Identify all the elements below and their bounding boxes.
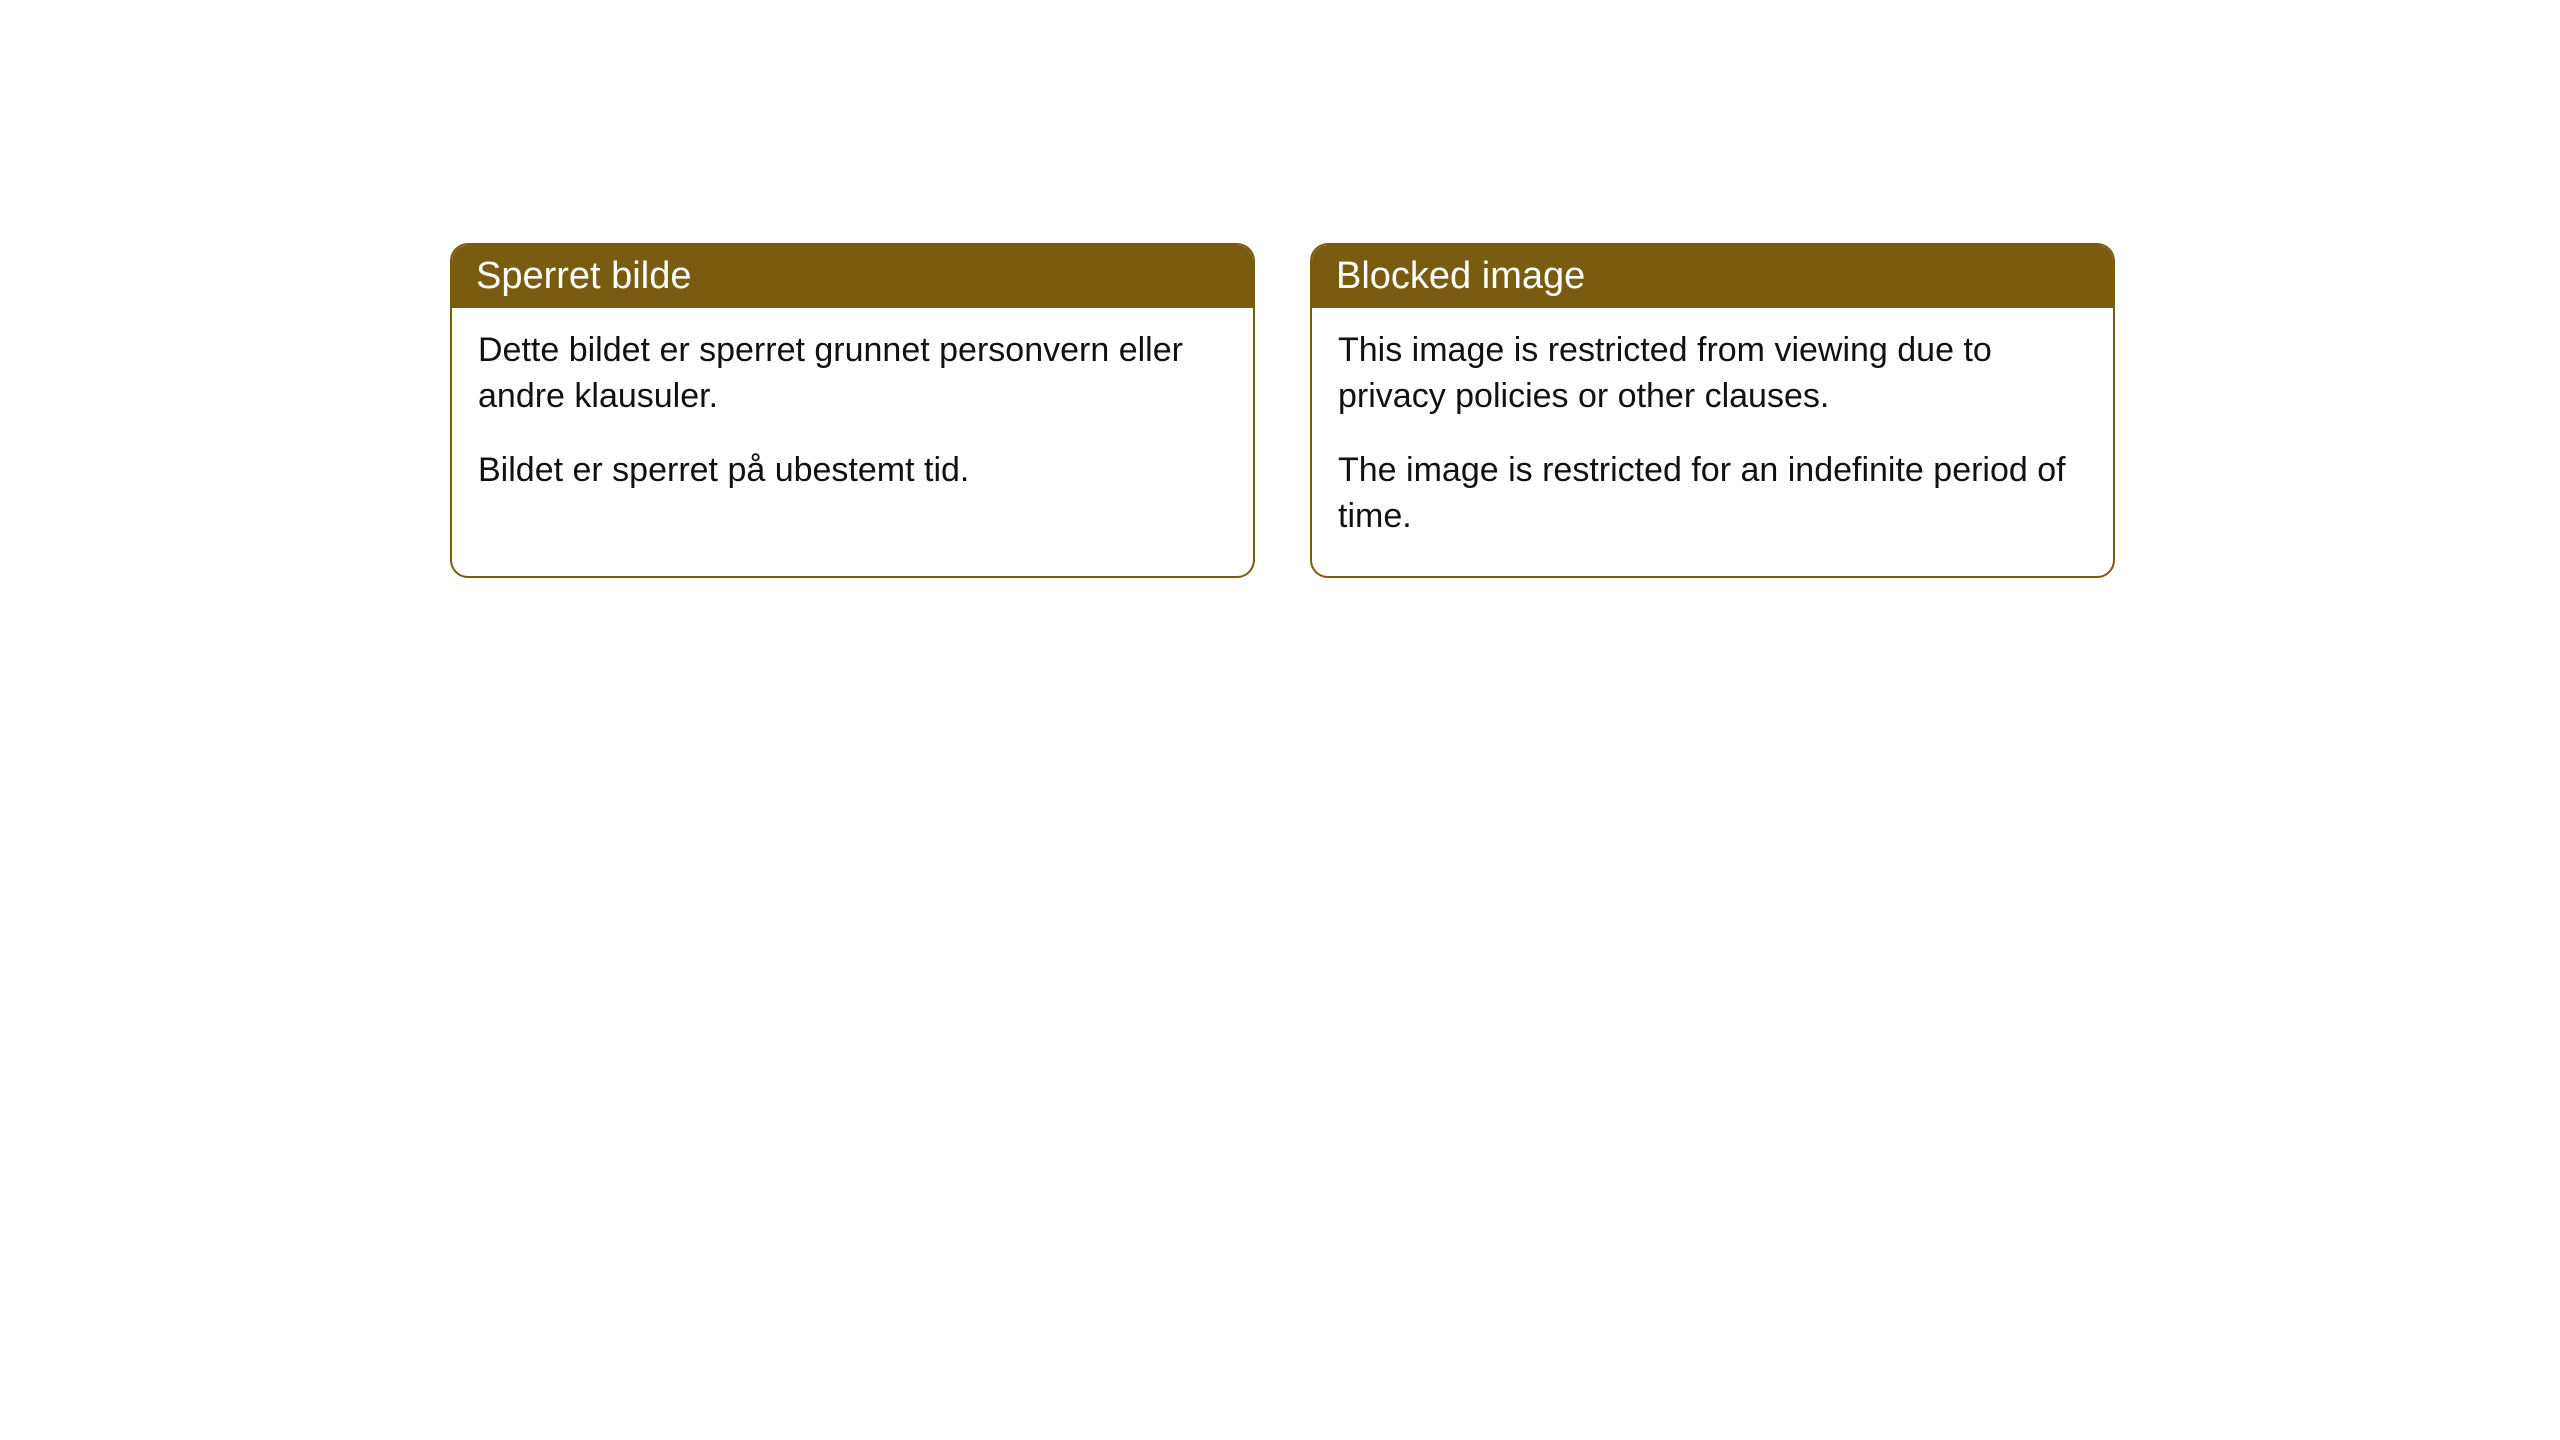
blocked-image-card-no: Sperret bilde Dette bildet er sperret gr… — [450, 243, 1255, 578]
card-body: Dette bildet er sperret grunnet personve… — [452, 308, 1253, 530]
card-paragraph: The image is restricted for an indefinit… — [1338, 448, 2087, 540]
card-paragraph: Dette bildet er sperret grunnet personve… — [478, 328, 1227, 420]
card-header: Sperret bilde — [452, 245, 1253, 308]
cards-container: Sperret bilde Dette bildet er sperret gr… — [450, 243, 2115, 578]
card-header: Blocked image — [1312, 245, 2113, 308]
card-body: This image is restricted from viewing du… — [1312, 308, 2113, 576]
card-paragraph: This image is restricted from viewing du… — [1338, 328, 2087, 420]
card-paragraph: Bildet er sperret på ubestemt tid. — [478, 448, 1227, 494]
blocked-image-card-en: Blocked image This image is restricted f… — [1310, 243, 2115, 578]
